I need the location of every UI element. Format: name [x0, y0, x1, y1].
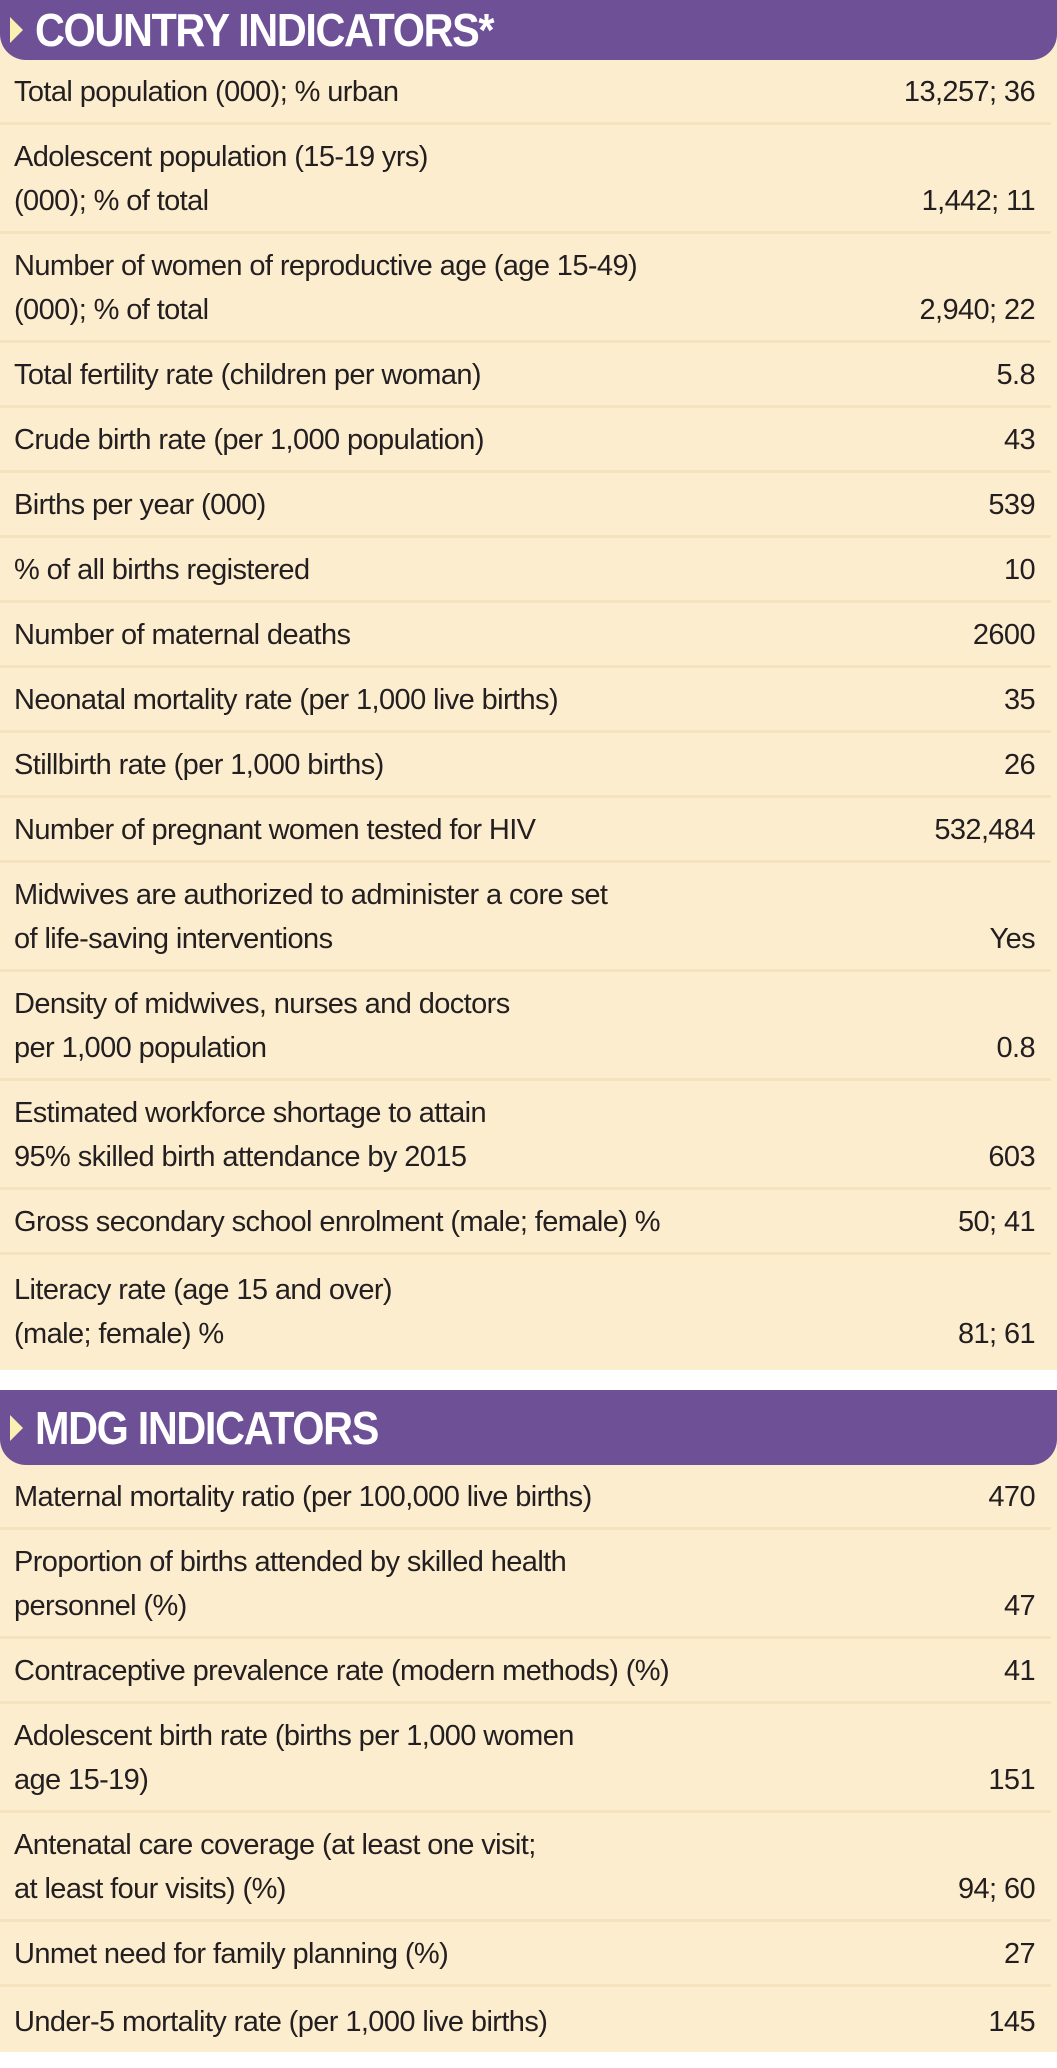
indicator-label: % of all births registered	[14, 554, 310, 586]
section-title: COUNTRY INDICATORS*	[35, 4, 495, 56]
indicator-label: Literacy rate (age 15 and over) (male; f…	[14, 1274, 393, 1350]
indicator-label: Gross secondary school enrolment (male; …	[14, 1206, 661, 1238]
indicator-label: Births per year (000)	[14, 489, 266, 521]
indicator-label: Maternal mortality ratio (per 100,000 li…	[14, 1481, 592, 1513]
table-row: Under-5 mortality rate (per 1,000 live b…	[0, 1987, 1051, 2052]
table-row: Contraceptive prevalence rate (modern me…	[0, 1639, 1051, 1704]
indicator-value: 151	[988, 1764, 1035, 1796]
triangle-bullet-icon	[10, 1414, 23, 1441]
table-row: Midwives are authorized to administer a …	[0, 863, 1051, 972]
country-indicators-section: COUNTRY INDICATORS* Total population (00…	[0, 0, 1057, 1370]
section-header: MDG INDICATORS	[0, 1390, 1057, 1465]
table-row: Crude birth rate (per 1,000 population) 4…	[0, 408, 1051, 473]
indicator-value: 5.8	[996, 359, 1035, 391]
indicator-label: Estimated workforce shortage to attain 9…	[14, 1097, 487, 1173]
section-divider	[0, 1370, 1057, 1390]
indicator-table: Total population (000); % urban 13,257; 3…	[0, 60, 1057, 1370]
table-row: Density of midwives, nurses and doctors …	[0, 972, 1051, 1081]
table-row: Number of women of reproductive age (age…	[0, 234, 1051, 343]
indicator-value: 27	[1003, 1938, 1036, 1970]
table-row: Unmet need for family planning (%) 27	[0, 1922, 1051, 1987]
indicator-label: Number of women of reproductive age (age…	[14, 250, 638, 326]
mdg-indicators-section: MDG INDICATORS Maternal mortality ratio …	[0, 1390, 1057, 2052]
table-row: Literacy rate (age 15 and over) (male; f…	[0, 1255, 1051, 1364]
indicator-value: 145	[988, 2006, 1035, 2038]
table-row: Gross secondary school enrolment (male; …	[0, 1190, 1051, 1255]
indicator-value: 10	[1003, 554, 1036, 586]
table-row: Adolescent birth rate (births per 1,000 …	[0, 1704, 1051, 1813]
indicator-value: 43	[1003, 424, 1036, 456]
section-header: COUNTRY INDICATORS*	[0, 0, 1057, 60]
indicator-label: Number of pregnant women tested for HIV	[14, 814, 536, 846]
indicator-value: 603	[988, 1141, 1035, 1173]
indicator-value: 41	[1003, 1655, 1036, 1687]
indicator-value: 2600	[972, 619, 1036, 651]
indicator-label: Neonatal mortality rate (per 1,000 live …	[14, 684, 559, 716]
indicator-value: 81; 61	[957, 1318, 1036, 1350]
table-row: Number of maternal deaths 2600	[0, 603, 1051, 668]
indicator-label: Proportion of births attended by skilled…	[14, 1546, 567, 1622]
indicator-label: Number of maternal deaths	[14, 619, 351, 651]
indicator-label: Midwives are authorized to administer a …	[14, 879, 608, 955]
indicator-value: 13,257; 36	[903, 76, 1036, 108]
triangle-bullet-icon	[10, 17, 23, 43]
section-title: MDG INDICATORS	[35, 1401, 379, 1454]
indicator-label: Stillbirth rate (per 1,000 births)	[14, 749, 384, 781]
table-row: Stillbirth rate (per 1,000 births) 26	[0, 733, 1051, 798]
indicator-value: 94; 60	[957, 1873, 1036, 1905]
indicator-value: 47	[1003, 1590, 1036, 1622]
table-row: Maternal mortality ratio (per 100,000 li…	[0, 1465, 1051, 1530]
indicator-value: 26	[1003, 749, 1036, 781]
table-row: Total fertility rate (children per woman…	[0, 343, 1051, 408]
indicator-value: 35	[1003, 684, 1036, 716]
indicator-label: Total population (000); % urban	[14, 76, 399, 108]
table-row: Neonatal mortality rate (per 1,000 live …	[0, 668, 1051, 733]
indicator-value: 2,940; 22	[919, 294, 1035, 326]
indicator-value: 1,442; 11	[921, 185, 1036, 217]
table-row: Adolescent population (15-19 yrs) (000);…	[0, 125, 1051, 234]
indicator-value: 532,484	[934, 814, 1035, 846]
table-row: Antenatal care coverage (at least one vi…	[0, 1813, 1051, 1922]
indicator-label: Unmet need for family planning (%)	[14, 1938, 449, 1970]
table-row: Births per year (000) 539	[0, 473, 1051, 538]
indicator-label: Antenatal care coverage (at least one vi…	[14, 1829, 536, 1905]
indicator-label: Under-5 mortality rate (per 1,000 live b…	[14, 2006, 548, 2038]
table-row: Number of pregnant women tested for HIV 5…	[0, 798, 1051, 863]
table-row: Estimated workforce shortage to attain 9…	[0, 1081, 1051, 1190]
table-row: Total population (000); % urban 13,257; 3…	[0, 60, 1051, 125]
indicator-value: 50; 41	[957, 1206, 1036, 1238]
indicator-value: Yes	[989, 923, 1035, 955]
indicator-value: 0.8	[996, 1032, 1035, 1064]
indicator-label: Adolescent birth rate (births per 1,000 …	[14, 1720, 574, 1796]
indicator-value: 539	[988, 489, 1035, 521]
indicator-label: Crude birth rate (per 1,000 population)	[14, 424, 485, 456]
indicator-table: Maternal mortality ratio (per 100,000 li…	[0, 1465, 1057, 2052]
indicator-label: Adolescent population (15-19 yrs) (000);…	[14, 141, 428, 217]
indicator-value: 470	[988, 1481, 1035, 1513]
table-row: % of all births registered 10	[0, 538, 1051, 603]
indicator-label: Contraceptive prevalence rate (modern me…	[14, 1655, 670, 1687]
table-row: Proportion of births attended by skilled…	[0, 1530, 1051, 1639]
indicator-label: Total fertility rate (children per woman…	[14, 359, 482, 391]
indicator-label: Density of midwives, nurses and doctors …	[14, 988, 510, 1064]
